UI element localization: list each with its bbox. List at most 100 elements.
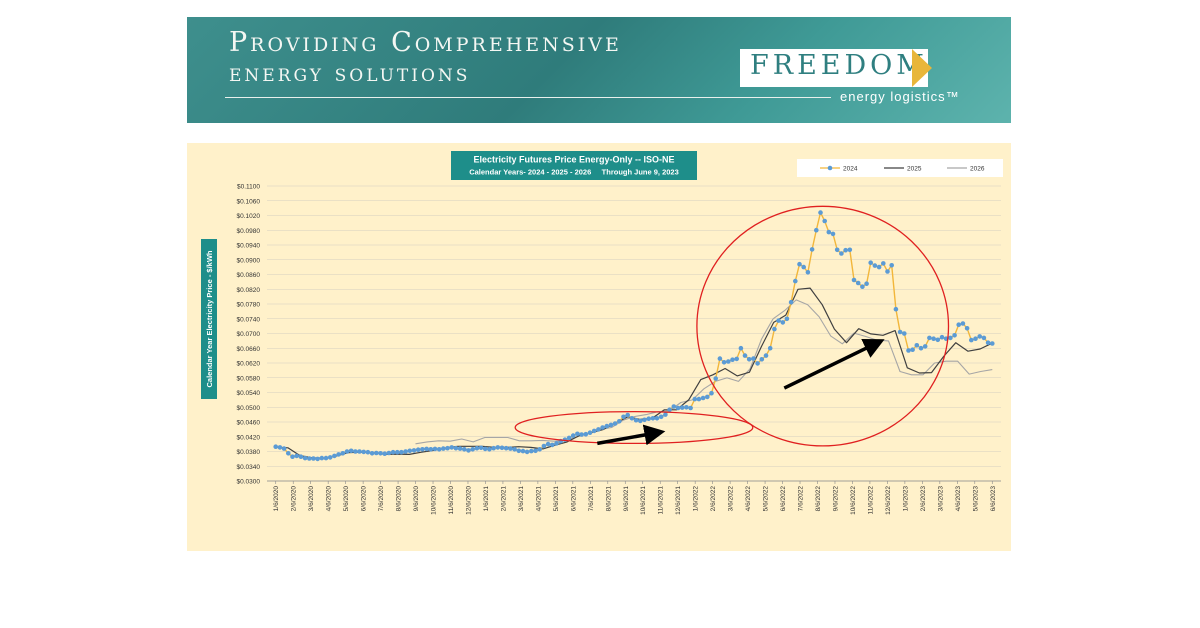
series-2024-point [621,414,626,420]
series-2024-point [495,445,501,450]
series-2024-point [814,227,819,233]
y-tick-label: $0.0940 [237,243,261,250]
series-2024-point [353,449,358,454]
series-2024-point [881,261,886,266]
series-2024-point [776,318,781,323]
series-2024-point [667,407,672,413]
series-2024-point [763,353,769,358]
series-2024-point [273,444,278,450]
series-2024-point [658,414,664,420]
series-2024-point [956,322,961,327]
series-2024-point [922,344,928,349]
x-tick-label: 4/6/2022 [745,486,752,512]
series-2024-point [294,453,299,459]
series-2024-point [369,451,375,456]
highlight-ellipse [696,205,950,447]
series-2024-point [503,445,509,451]
series-2024-point [411,448,417,453]
legend-label-2026: 2026 [970,166,985,173]
series-2024-point [797,261,802,267]
series-2024-point [960,321,966,326]
series-2024-point [277,445,283,450]
series-2024-point [550,442,555,448]
series-2024-point [508,446,513,451]
series-2024-point [675,405,681,411]
series-2024-point [801,264,806,270]
series-2024-point [570,433,576,438]
series-2024-point [755,361,760,366]
series-2024-point [717,356,723,361]
x-tick-label: 6/6/2020 [361,486,368,512]
series-2024-point [323,455,329,461]
series-2024-point [541,443,547,449]
highlight-ellipse [514,410,754,445]
series-2024-point [646,416,651,422]
x-tick-label: 2/6/2023 [920,486,927,512]
banner-headline-line1: Providing Comprehensive [229,27,622,58]
series-2024-point [889,263,894,268]
series-2024-point [830,231,836,237]
series-2024-point [348,448,354,454]
series-2024-point [868,260,873,265]
series-2024-point [948,335,953,341]
series-2024-point [692,396,698,402]
series-2024-point [839,251,844,256]
series-2024-point [529,448,534,454]
series-2024-point [990,341,995,346]
series-2024-point [788,299,794,305]
x-tick-label: 6/6/2022 [780,486,787,512]
y-tick-label: $0.1100 [237,184,260,191]
series-2024-point [457,446,463,451]
series-2024-point [374,450,379,456]
series-2024-point [834,247,840,253]
x-tick-label: 3/6/2022 [728,486,735,512]
series-2024-point [281,446,287,451]
x-tick-label: 12/6/2021 [675,486,682,515]
x-tick-label: 5/6/2021 [553,486,560,512]
logo-arrow-icon [912,49,932,87]
series-2024-point [855,280,861,286]
x-tick-label: 9/6/2021 [623,486,630,512]
y-tick-label: $0.0540 [237,390,261,397]
x-tick-label: 3/6/2020 [308,486,315,512]
legend-marker-2024 [827,165,833,171]
series-2024-point [709,390,714,396]
series-2024-point [638,418,643,424]
x-tick-label: 5/6/2022 [763,486,770,512]
x-tick-label: 11/6/2022 [867,486,874,515]
x-tick-label: 4/6/2020 [326,486,333,512]
x-tick-label: 8/6/2022 [815,486,822,512]
series-2024-point [927,335,932,341]
series-2024-point [462,447,467,452]
series-2024-point [583,431,589,437]
series-2024-point [910,347,915,352]
x-tick-label: 5/6/2020 [343,486,350,512]
series-2024-point [629,416,635,421]
series-2024-point [524,449,530,455]
y-tick-label: $0.0420 [237,434,261,441]
x-tick-label: 12/6/2022 [885,486,892,515]
series-2024-point [793,278,798,284]
series-2024-point [575,431,580,437]
y-tick-label: $0.0980 [237,228,261,235]
series-2024-point [311,456,316,461]
series-2024-point [973,336,978,341]
series-2024-point [847,247,853,253]
series-2024-point [600,425,605,430]
series-2024-point [420,447,425,452]
x-tick-label: 7/6/2020 [378,486,385,512]
series-2024-point [935,337,941,343]
series-2024-point [520,448,526,454]
series-2024-point [843,247,848,253]
series-2024-point [742,353,748,358]
series-2024-point [298,454,304,460]
series-2024-point [319,455,325,461]
series-2024-point [759,357,765,362]
series-2024-point [964,326,970,331]
x-tick-label: 1/6/2023 [902,486,909,512]
x-tick-label: 9/6/2022 [832,486,839,512]
series-2024-point [587,430,593,436]
x-tick-label: 8/6/2021 [605,486,612,512]
series-2024-point [784,316,790,322]
x-tick-label: 6/6/2021 [570,486,577,512]
